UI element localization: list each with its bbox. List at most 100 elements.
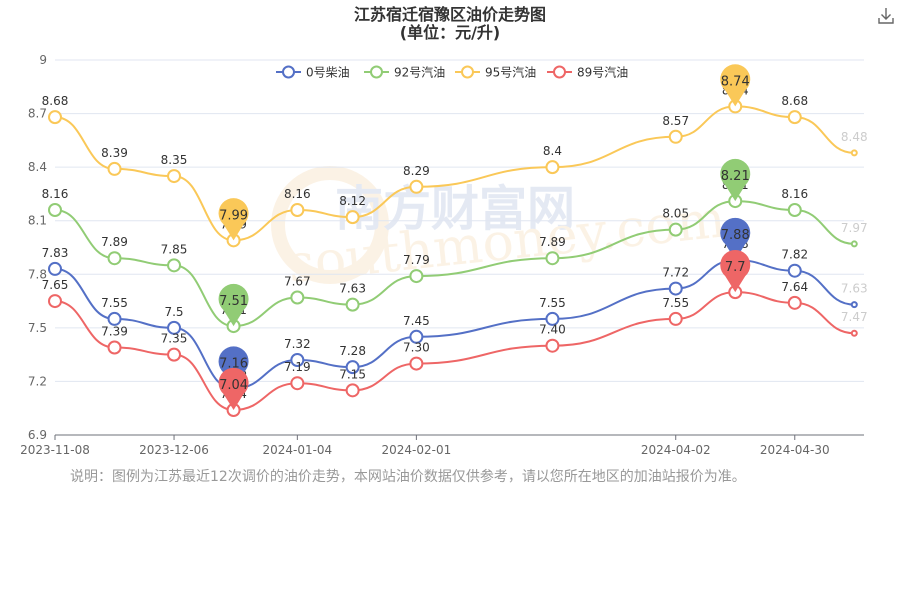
data-point xyxy=(107,251,122,266)
data-label: 7.30 xyxy=(403,341,430,355)
data-point xyxy=(409,179,424,194)
extreme-pins: 7.88 7.16 8.21 7.51 8.74 7.99 7.7 7.04 xyxy=(218,64,751,410)
pin-marker xyxy=(218,198,249,241)
data-point xyxy=(668,311,683,326)
series-group xyxy=(48,99,858,248)
data-label: 8.39 xyxy=(101,146,128,160)
data-point xyxy=(48,203,62,217)
legend-label: 0号柴油 xyxy=(306,66,350,80)
extreme-pin: 7.16 xyxy=(218,346,249,389)
x-tick-label: 2024-02-01 xyxy=(382,443,452,457)
legend-label: 92号汽油 xyxy=(394,65,445,80)
pin-label: 7.88 xyxy=(721,228,750,243)
data-label: 8.68 xyxy=(42,94,69,108)
data-point xyxy=(345,297,360,312)
legend-item[interactable]: 89号汽油 xyxy=(547,65,628,80)
extreme-pin: 7.99 xyxy=(218,198,249,241)
data-label: 7.82 xyxy=(781,248,808,262)
y-tick-label: 7.2 xyxy=(28,374,47,388)
data-point xyxy=(290,203,305,217)
legend-symbol xyxy=(282,65,295,79)
data-label: 7.83 xyxy=(42,246,69,260)
legend-item[interactable]: 0号柴油 xyxy=(276,65,350,80)
data-label: 7.89 xyxy=(539,235,566,249)
data-label: 7.79 xyxy=(403,253,430,267)
data-label: 8.68 xyxy=(781,94,808,108)
axes: 6.9 7.2 7.5 7.8 8.1 8.4 8.7 9 2023-11-08 2023-12-… xyxy=(20,53,864,457)
data-label: 8.16 xyxy=(42,187,69,201)
data-label: 8.57 xyxy=(662,114,689,128)
x-tick-label: 2024-04-02 xyxy=(641,443,711,457)
data-label: 7.45 xyxy=(403,314,430,328)
download-icon[interactable] xyxy=(876,6,896,26)
pin-marker xyxy=(218,367,249,410)
data-label: 7.32 xyxy=(284,337,311,351)
data-point xyxy=(409,269,424,284)
data-label: 7.67 xyxy=(284,275,311,289)
data-point xyxy=(167,258,182,273)
data-point xyxy=(345,360,360,375)
y-tick-label: 7.8 xyxy=(28,267,47,281)
data-point xyxy=(850,149,858,157)
data-point xyxy=(787,110,802,125)
data-point xyxy=(290,290,305,305)
data-label: 7.55 xyxy=(539,296,566,310)
data-point xyxy=(167,169,182,184)
data-point xyxy=(345,210,360,225)
data-point xyxy=(545,160,560,175)
data-label: 7.85 xyxy=(161,242,188,256)
legend-symbol xyxy=(553,65,566,79)
y-tick-label: 8.7 xyxy=(28,107,47,121)
data-label: 7.65 xyxy=(42,278,69,292)
x-tick-label: 2023-11-08 xyxy=(20,443,90,457)
data-label: 7.15 xyxy=(339,367,366,381)
legend-symbol xyxy=(461,65,474,79)
y-tick-label: 7.5 xyxy=(28,321,47,335)
data-point xyxy=(787,203,802,217)
data-label: 7.28 xyxy=(339,344,366,358)
data-point xyxy=(668,222,683,237)
legend[interactable]: 0号柴油 92号汽油 95号汽油 89号汽油 xyxy=(276,65,628,80)
data-point xyxy=(107,161,122,176)
data-label: 7.40 xyxy=(539,323,566,337)
data-label: 7.19 xyxy=(284,360,311,374)
data-label: 7.35 xyxy=(161,332,188,346)
data-point xyxy=(545,311,560,326)
series-group xyxy=(48,194,858,334)
series-layer xyxy=(48,99,858,417)
pin-label: 7.99 xyxy=(219,208,248,223)
data-label: 8.16 xyxy=(284,187,311,201)
data-point xyxy=(345,383,360,398)
extreme-pin: 7.51 xyxy=(218,283,249,327)
data-point xyxy=(48,110,62,125)
data-point xyxy=(167,320,182,335)
data-point xyxy=(48,261,62,276)
watermark: 南方财富网 southmoney.com xyxy=(271,166,728,295)
legend-item[interactable]: 92号汽油 xyxy=(364,65,445,80)
extreme-pin: 8.21 xyxy=(720,158,751,202)
data-label: 7.63 xyxy=(841,282,868,296)
data-label: 7.64 xyxy=(781,280,808,294)
data-label: 8.16 xyxy=(781,187,808,201)
data-label: 7.55 xyxy=(101,296,128,310)
data-point xyxy=(290,353,305,367)
legend-label: 89号汽油 xyxy=(577,65,628,80)
pin-label: 7.16 xyxy=(219,357,248,372)
x-tick-label: 2024-01-04 xyxy=(262,443,332,457)
y-tick-label: 8.1 xyxy=(28,214,47,228)
data-point xyxy=(545,338,560,353)
data-point xyxy=(787,263,802,278)
pin-marker xyxy=(720,217,751,260)
data-point xyxy=(107,340,122,355)
legend-item[interactable]: 95号汽油 xyxy=(455,65,536,80)
pin-label: 8.74 xyxy=(721,74,750,89)
extreme-pin: 7.88 xyxy=(720,217,751,260)
extreme-pin: 7.04 xyxy=(218,367,249,410)
x-tick-label: 2023-12-06 xyxy=(139,443,209,457)
pin-marker xyxy=(218,283,249,327)
y-tick-label: 8.4 xyxy=(28,160,47,174)
pin-label: 7.04 xyxy=(219,378,248,393)
chart-note: 说明：图例为江苏最近12次调价的油价走势，本网站油价数据仅供参考，请以您所在地区… xyxy=(70,469,746,485)
data-point xyxy=(668,129,683,144)
